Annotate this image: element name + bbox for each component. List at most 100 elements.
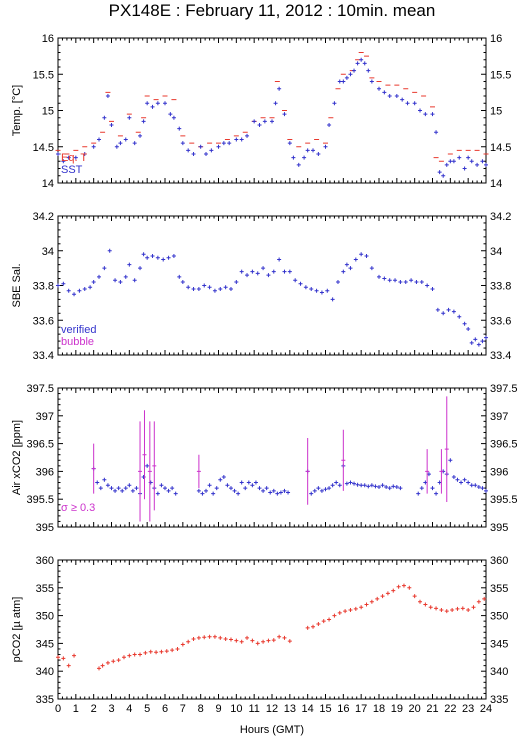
data-point	[355, 482, 360, 487]
data-point	[168, 112, 173, 117]
error-bar	[341, 429, 346, 491]
data-point	[377, 86, 381, 91]
data-point	[380, 483, 385, 488]
data-point	[330, 297, 335, 302]
data-point	[352, 68, 357, 73]
data-point	[434, 491, 439, 496]
data-point	[286, 490, 291, 495]
data-point	[484, 162, 488, 167]
error-bar	[425, 449, 430, 494]
x-tick-label: 7	[180, 703, 186, 715]
data-point	[173, 491, 178, 496]
data-point	[401, 583, 406, 588]
data-point	[430, 112, 435, 117]
data-point	[250, 638, 255, 643]
y-tick-label: 34	[42, 246, 54, 258]
data-point	[218, 477, 223, 482]
data-point	[469, 159, 474, 164]
data-point	[155, 491, 160, 496]
series-0-1	[56, 57, 488, 178]
data-point	[138, 133, 143, 138]
data-point	[275, 491, 280, 496]
data-point	[141, 252, 146, 257]
data-point	[171, 253, 176, 258]
data-point	[245, 635, 250, 640]
data-point	[100, 663, 105, 668]
x-tick-label: 3	[108, 703, 114, 715]
data-point	[123, 137, 128, 142]
data-point	[330, 483, 335, 488]
data-point	[250, 483, 255, 488]
data-point	[98, 486, 103, 491]
x-tick-label: 19	[391, 703, 403, 715]
y-tick-label: 335	[36, 694, 54, 706]
error-bar	[305, 438, 310, 505]
data-point	[457, 314, 462, 319]
data-point	[61, 281, 66, 286]
data-point	[66, 155, 71, 160]
data-point	[418, 599, 423, 604]
data-point	[334, 480, 339, 485]
data-point	[387, 278, 392, 283]
data-point	[476, 599, 481, 604]
data-point	[293, 278, 298, 283]
data-point	[446, 307, 451, 312]
data-point	[266, 273, 271, 278]
x-tick-label: 0	[55, 703, 61, 715]
data-point	[353, 257, 358, 262]
data-point	[451, 474, 456, 479]
data-point	[186, 148, 191, 153]
data-point	[111, 659, 116, 664]
data-point	[434, 130, 439, 135]
data-point	[369, 266, 374, 271]
data-point	[455, 477, 460, 482]
data-point	[430, 486, 435, 491]
plot-frame	[57, 559, 487, 700]
error-bar	[439, 449, 444, 494]
x-tick-label: 16	[337, 703, 349, 715]
data-point	[141, 474, 146, 479]
data-point	[132, 278, 137, 283]
data-point	[387, 94, 392, 98]
data-point	[359, 57, 364, 62]
data-point	[437, 170, 442, 175]
data-point	[382, 90, 387, 95]
data-point	[419, 486, 424, 491]
data-point	[369, 483, 374, 488]
data-point	[325, 288, 330, 293]
data-point	[228, 637, 233, 642]
data-point	[214, 486, 219, 491]
x-tick-label: 8	[198, 703, 204, 715]
data-point	[287, 269, 292, 274]
data-point	[469, 483, 474, 488]
data-point	[428, 605, 433, 610]
data-point	[145, 255, 150, 260]
data-point	[204, 152, 209, 156]
y-tick-label-right: 395.5	[490, 494, 518, 506]
y-tick-label-right: 340	[490, 666, 508, 678]
x-tick-label: 23	[462, 703, 474, 715]
data-point	[243, 486, 248, 491]
data-point	[97, 137, 102, 142]
data-point	[150, 104, 155, 109]
data-point	[138, 266, 143, 271]
data-point	[384, 484, 389, 489]
data-point	[387, 486, 392, 491]
data-point	[311, 148, 316, 153]
y-tick-label-right: 335	[490, 694, 508, 706]
data-point	[405, 101, 410, 106]
data-point	[400, 97, 405, 102]
data-point	[127, 262, 132, 267]
series-2-1	[91, 396, 449, 522]
data-point	[91, 280, 96, 285]
y-tick-label-right: 396.5	[490, 439, 518, 451]
data-point	[403, 280, 408, 285]
data-point	[425, 283, 430, 288]
data-point	[391, 484, 396, 489]
data-point	[264, 486, 269, 491]
data-point	[316, 486, 321, 491]
data-point	[469, 340, 474, 345]
data-point	[439, 608, 444, 613]
data-point	[216, 144, 221, 149]
data-point	[271, 269, 276, 274]
